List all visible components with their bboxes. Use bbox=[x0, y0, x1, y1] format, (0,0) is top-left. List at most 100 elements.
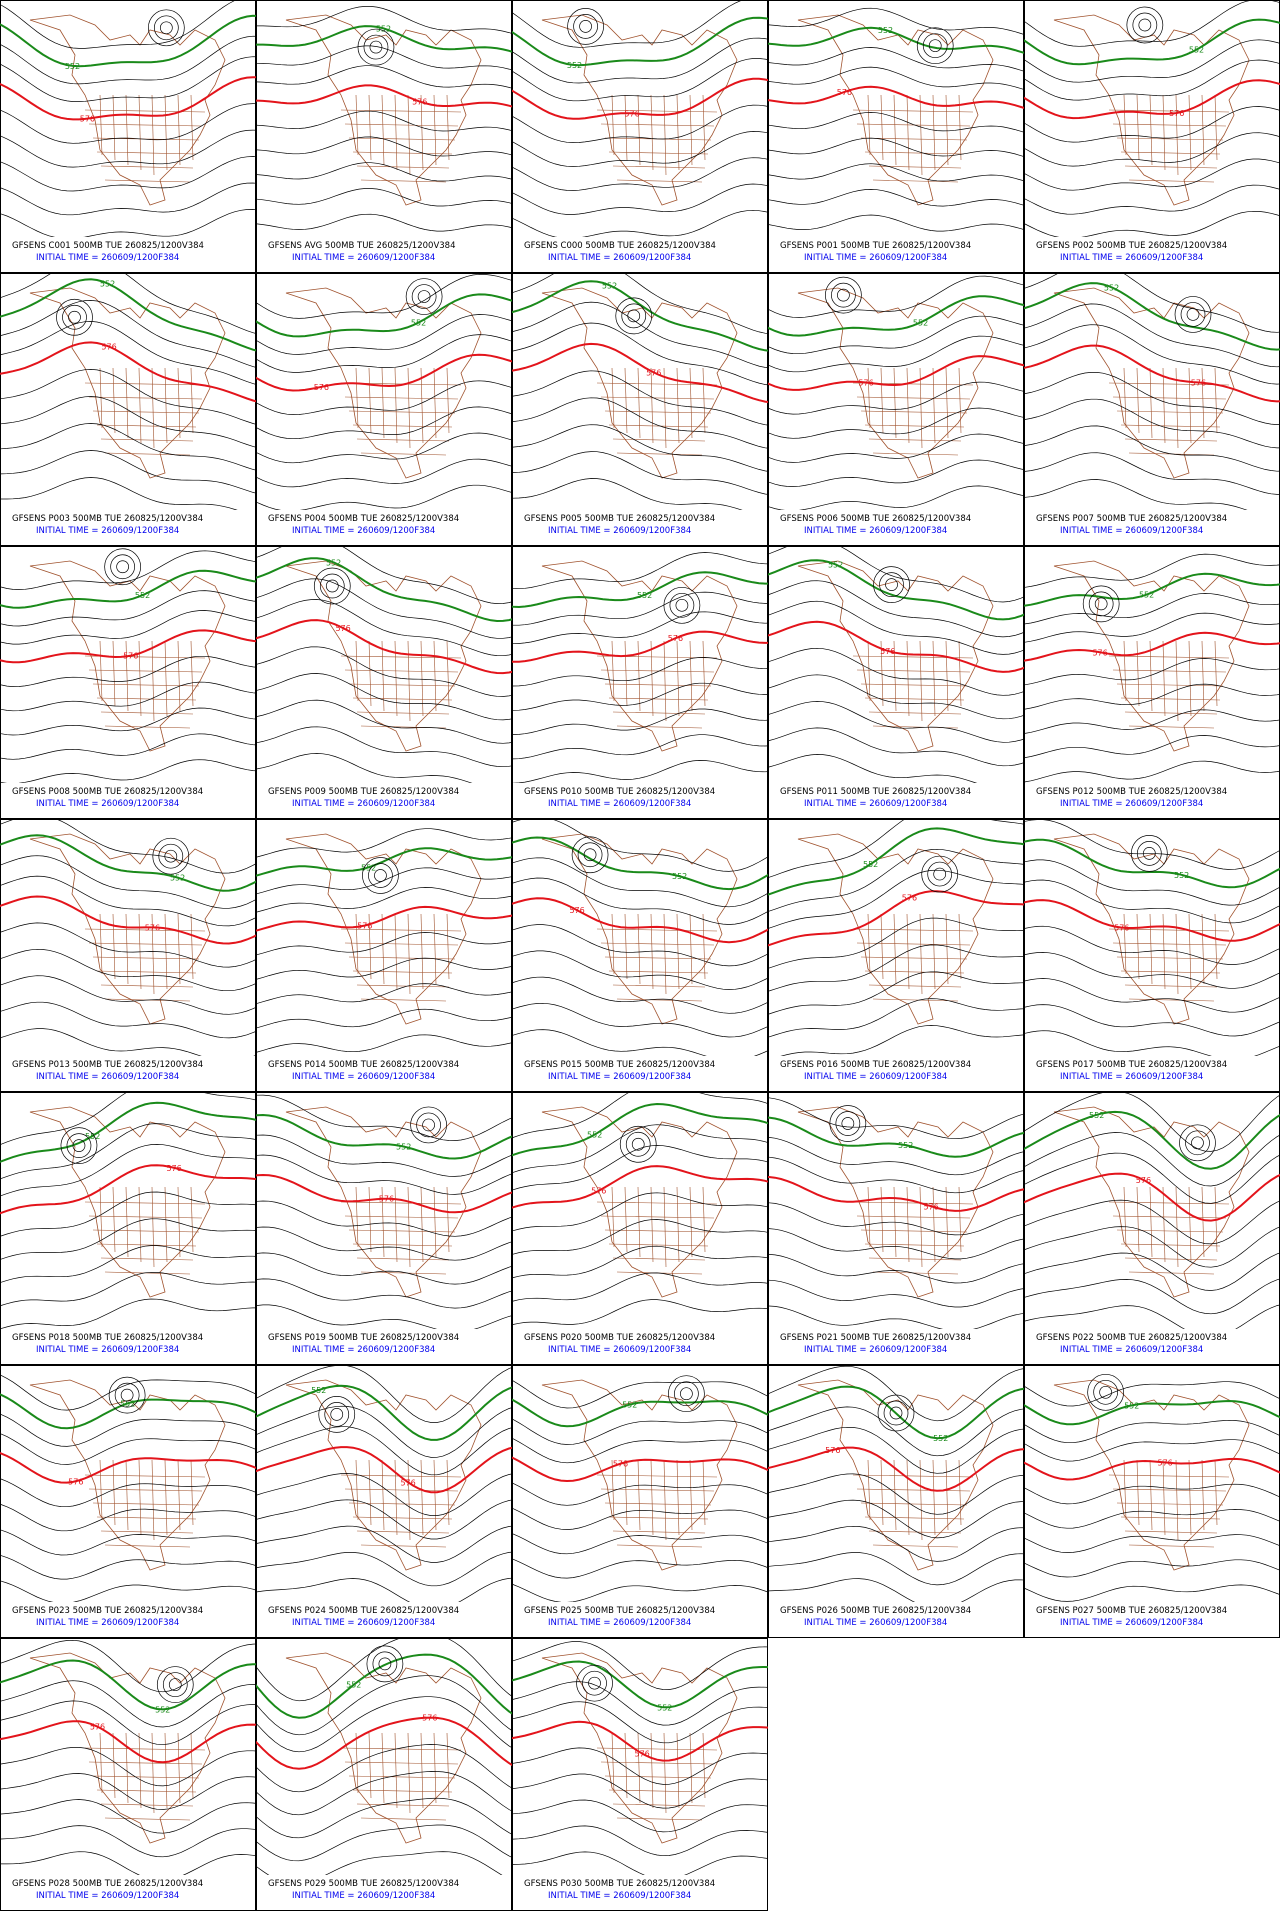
state-border bbox=[616, 725, 703, 729]
contour bbox=[1024, 1278, 1280, 1315]
closed-contour bbox=[631, 1137, 645, 1151]
state-border bbox=[88, 123, 203, 127]
panel-subtitle: INITIAL TIME = 260609/1200F384 bbox=[548, 1891, 691, 1901]
contour-label: 552 bbox=[155, 1705, 170, 1714]
contour bbox=[768, 1499, 1024, 1539]
closed-contour bbox=[357, 28, 395, 66]
state-border bbox=[676, 94, 680, 171]
state-border bbox=[1128, 179, 1215, 183]
contour bbox=[256, 380, 512, 415]
map-panel: 552 576 GFSENS P028 500MB TUE 260825/1200V… bbox=[0, 1638, 256, 1911]
contour bbox=[0, 922, 256, 968]
contour bbox=[512, 760, 768, 784]
map-panel: 552 576 GFSENS P001 500MB TUE 260825/1200V… bbox=[768, 0, 1024, 273]
state-border bbox=[860, 1229, 968, 1233]
contour bbox=[256, 546, 512, 604]
contour bbox=[512, 1681, 768, 1726]
contour-576 bbox=[256, 1716, 512, 1770]
contour bbox=[768, 407, 1024, 439]
contour bbox=[1024, 158, 1280, 191]
state-border bbox=[1112, 942, 1227, 946]
state-border bbox=[446, 1459, 450, 1526]
closed-contour bbox=[674, 1381, 699, 1407]
state-border bbox=[1108, 1201, 1230, 1205]
panel-title: GFSENS P020 500MB TUE 260825/1200V384 bbox=[524, 1333, 715, 1343]
contour bbox=[512, 1245, 768, 1279]
state-border bbox=[872, 452, 959, 456]
state-border bbox=[355, 1186, 359, 1248]
panel-title: GFSENS P006 500MB TUE 260825/1200V384 bbox=[780, 514, 971, 524]
contour-label: 552 bbox=[411, 319, 426, 328]
contour bbox=[256, 458, 512, 488]
map-panel: 552 576 GFSENS P005 500MB TUE 260825/1200V… bbox=[512, 273, 768, 546]
contour bbox=[768, 1025, 1024, 1061]
panel-border bbox=[0, 0, 256, 273]
state-border bbox=[663, 1732, 667, 1814]
state-border bbox=[1124, 165, 1218, 169]
coastline bbox=[1053, 833, 1250, 1025]
state-border bbox=[100, 165, 194, 169]
closed-contour bbox=[579, 20, 592, 33]
closed-contour bbox=[675, 598, 689, 612]
contour bbox=[256, 1094, 512, 1141]
state-border bbox=[958, 640, 962, 707]
contour-576 bbox=[0, 1164, 256, 1215]
contour bbox=[0, 1478, 256, 1508]
panel-border bbox=[256, 1638, 512, 1911]
state-border bbox=[676, 1459, 680, 1536]
coastline bbox=[541, 1652, 738, 1844]
state-border bbox=[616, 1817, 703, 1821]
contour bbox=[256, 1405, 512, 1458]
contour-552 bbox=[1024, 282, 1280, 351]
state-border bbox=[360, 452, 447, 456]
map-panel: 552 576 GFSENS P029 500MB TUE 260825/1200V… bbox=[256, 1638, 512, 1911]
coastline bbox=[797, 287, 994, 479]
state-border bbox=[663, 640, 667, 722]
panel-border bbox=[1024, 546, 1280, 819]
state-border bbox=[381, 367, 385, 439]
state-border bbox=[1136, 1459, 1140, 1526]
state-border bbox=[394, 1732, 398, 1809]
contour-label: 576 bbox=[613, 1460, 628, 1469]
state-border bbox=[344, 396, 459, 400]
contour-576 bbox=[256, 353, 512, 392]
state-border bbox=[650, 367, 654, 444]
label-bg bbox=[769, 1056, 1023, 1086]
contour bbox=[512, 131, 768, 167]
contour-576 bbox=[512, 77, 768, 120]
panel-subtitle: INITIAL TIME = 260609/1200F384 bbox=[36, 799, 179, 809]
state-border bbox=[637, 913, 641, 985]
state-border bbox=[906, 913, 910, 990]
closed-contour bbox=[324, 1402, 350, 1427]
contour-label: 552 bbox=[85, 1132, 100, 1141]
contour bbox=[256, 1551, 512, 1587]
state-border bbox=[880, 640, 884, 707]
state-border bbox=[1149, 367, 1153, 439]
state-border bbox=[856, 1215, 971, 1219]
panel-border bbox=[768, 0, 1024, 273]
contour bbox=[256, 1226, 512, 1261]
contour-label: 552 bbox=[65, 62, 80, 71]
panel-border bbox=[1024, 1092, 1280, 1365]
label-bg bbox=[513, 1875, 767, 1905]
closed-contour bbox=[422, 1118, 435, 1132]
state-border bbox=[868, 438, 962, 442]
state-border bbox=[637, 1459, 641, 1531]
state-border bbox=[932, 1186, 936, 1263]
state-border bbox=[368, 94, 372, 161]
contour bbox=[256, 314, 512, 355]
state-border bbox=[880, 367, 884, 434]
closed-contour bbox=[1174, 296, 1212, 333]
contour-label: 552 bbox=[361, 863, 376, 872]
contour bbox=[768, 1279, 1024, 1308]
contour bbox=[0, 1433, 256, 1465]
state-border bbox=[177, 913, 181, 985]
state-border bbox=[100, 438, 194, 442]
coastline bbox=[797, 833, 994, 1025]
closed-contour bbox=[1191, 1136, 1204, 1150]
contour bbox=[0, 590, 256, 627]
state-border bbox=[84, 928, 206, 932]
label-bg bbox=[513, 783, 767, 813]
state-border bbox=[852, 1474, 974, 1478]
closed-contour bbox=[668, 1375, 705, 1413]
